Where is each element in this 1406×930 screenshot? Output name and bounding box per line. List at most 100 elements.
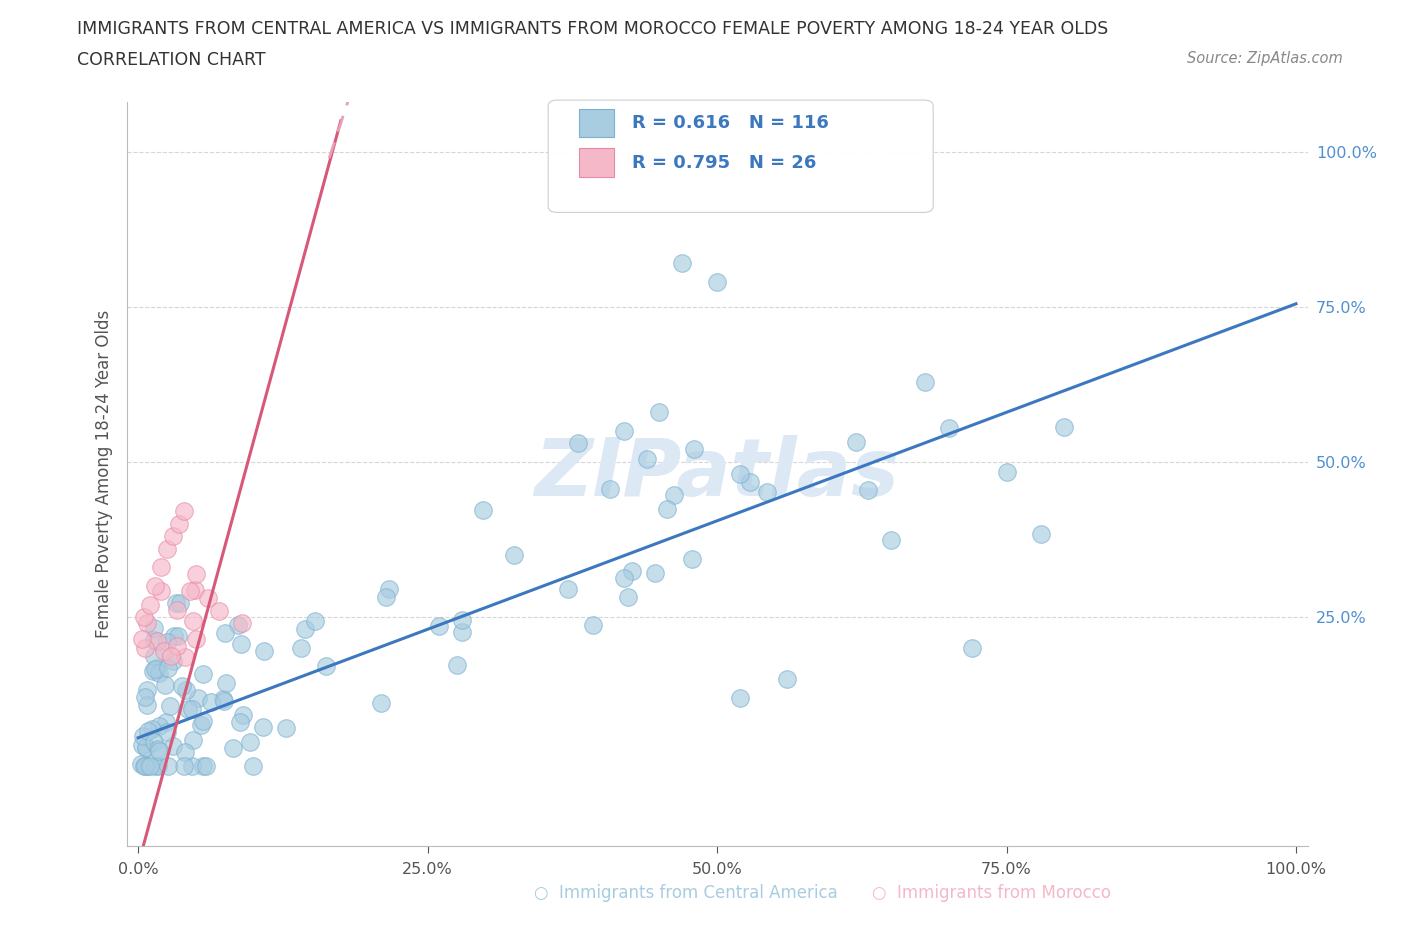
- Point: [156, 541, 179, 556]
- Point: [995, 464, 1018, 479]
- Point: [191, 758, 214, 773]
- Point: [174, 650, 197, 665]
- Point: [132, 609, 155, 624]
- Point: [616, 590, 638, 604]
- Point: [938, 420, 960, 435]
- Point: [194, 758, 217, 773]
- Point: [214, 626, 236, 641]
- Point: [728, 690, 751, 705]
- Point: [181, 613, 204, 628]
- Point: [613, 570, 636, 585]
- Point: [222, 740, 245, 755]
- Point: [231, 616, 253, 631]
- Text: R = 0.616   N = 116: R = 0.616 N = 116: [633, 114, 830, 132]
- Point: [450, 625, 472, 640]
- Point: [134, 758, 156, 773]
- Point: [370, 696, 392, 711]
- Point: [683, 442, 706, 457]
- Point: [193, 667, 215, 682]
- Point: [146, 758, 169, 773]
- Point: [212, 694, 235, 709]
- Point: [159, 698, 181, 713]
- Point: [143, 620, 166, 635]
- Point: [174, 683, 197, 698]
- Point: [134, 758, 156, 773]
- Point: [131, 737, 153, 752]
- Point: [304, 614, 326, 629]
- Point: [451, 612, 474, 627]
- Point: [162, 529, 184, 544]
- Point: [146, 633, 169, 648]
- Point: [150, 583, 173, 598]
- Point: [1031, 526, 1053, 541]
- Point: [636, 452, 658, 467]
- Point: [503, 548, 526, 563]
- Point: [567, 436, 589, 451]
- Text: Source: ZipAtlas.com: Source: ZipAtlas.com: [1187, 51, 1343, 66]
- Point: [191, 713, 214, 728]
- Point: [1053, 419, 1076, 434]
- Point: [315, 658, 337, 673]
- Point: [232, 708, 254, 723]
- Point: [134, 690, 156, 705]
- Point: [162, 738, 184, 753]
- Point: [184, 566, 207, 581]
- Point: [148, 743, 170, 758]
- Point: [681, 551, 703, 566]
- Point: [129, 757, 152, 772]
- Point: [135, 683, 157, 698]
- Point: [166, 638, 188, 653]
- Point: [142, 664, 165, 679]
- Point: [239, 734, 262, 749]
- Point: [187, 690, 209, 705]
- Point: [252, 720, 274, 735]
- Point: [960, 641, 983, 656]
- Point: [134, 641, 156, 656]
- Point: [728, 467, 751, 482]
- Point: [157, 758, 180, 773]
- Point: [136, 724, 159, 738]
- Point: [181, 702, 204, 717]
- Point: [143, 735, 166, 750]
- Point: [880, 533, 903, 548]
- Point: [148, 665, 170, 680]
- Point: [226, 618, 249, 633]
- Point: [671, 256, 693, 271]
- Point: [156, 634, 179, 649]
- Point: [173, 758, 195, 773]
- Point: [166, 628, 188, 643]
- Point: [139, 758, 162, 773]
- Point: [165, 595, 187, 610]
- Point: [135, 616, 157, 631]
- Point: [211, 691, 233, 706]
- Point: [150, 560, 173, 575]
- Point: [160, 649, 183, 664]
- Text: R = 0.795   N = 26: R = 0.795 N = 26: [633, 153, 817, 171]
- FancyBboxPatch shape: [579, 149, 614, 177]
- Point: [740, 475, 762, 490]
- Point: [135, 741, 157, 756]
- Point: [145, 758, 167, 773]
- Point: [845, 434, 868, 449]
- Point: [153, 644, 176, 658]
- Point: [174, 745, 197, 760]
- Point: [756, 485, 779, 499]
- Point: [427, 618, 450, 633]
- Point: [131, 728, 153, 743]
- Point: [648, 405, 671, 419]
- Point: [146, 660, 169, 675]
- Point: [557, 582, 579, 597]
- Point: [155, 724, 177, 739]
- Text: ○  Immigrants from Morocco: ○ Immigrants from Morocco: [872, 884, 1111, 902]
- Point: [229, 637, 252, 652]
- Point: [228, 715, 250, 730]
- Point: [375, 590, 398, 604]
- Point: [662, 488, 685, 503]
- Point: [148, 718, 170, 733]
- Point: [153, 678, 176, 693]
- Point: [157, 661, 180, 676]
- Point: [166, 603, 188, 618]
- Point: [138, 597, 160, 612]
- Point: [775, 671, 797, 686]
- Point: [274, 721, 297, 736]
